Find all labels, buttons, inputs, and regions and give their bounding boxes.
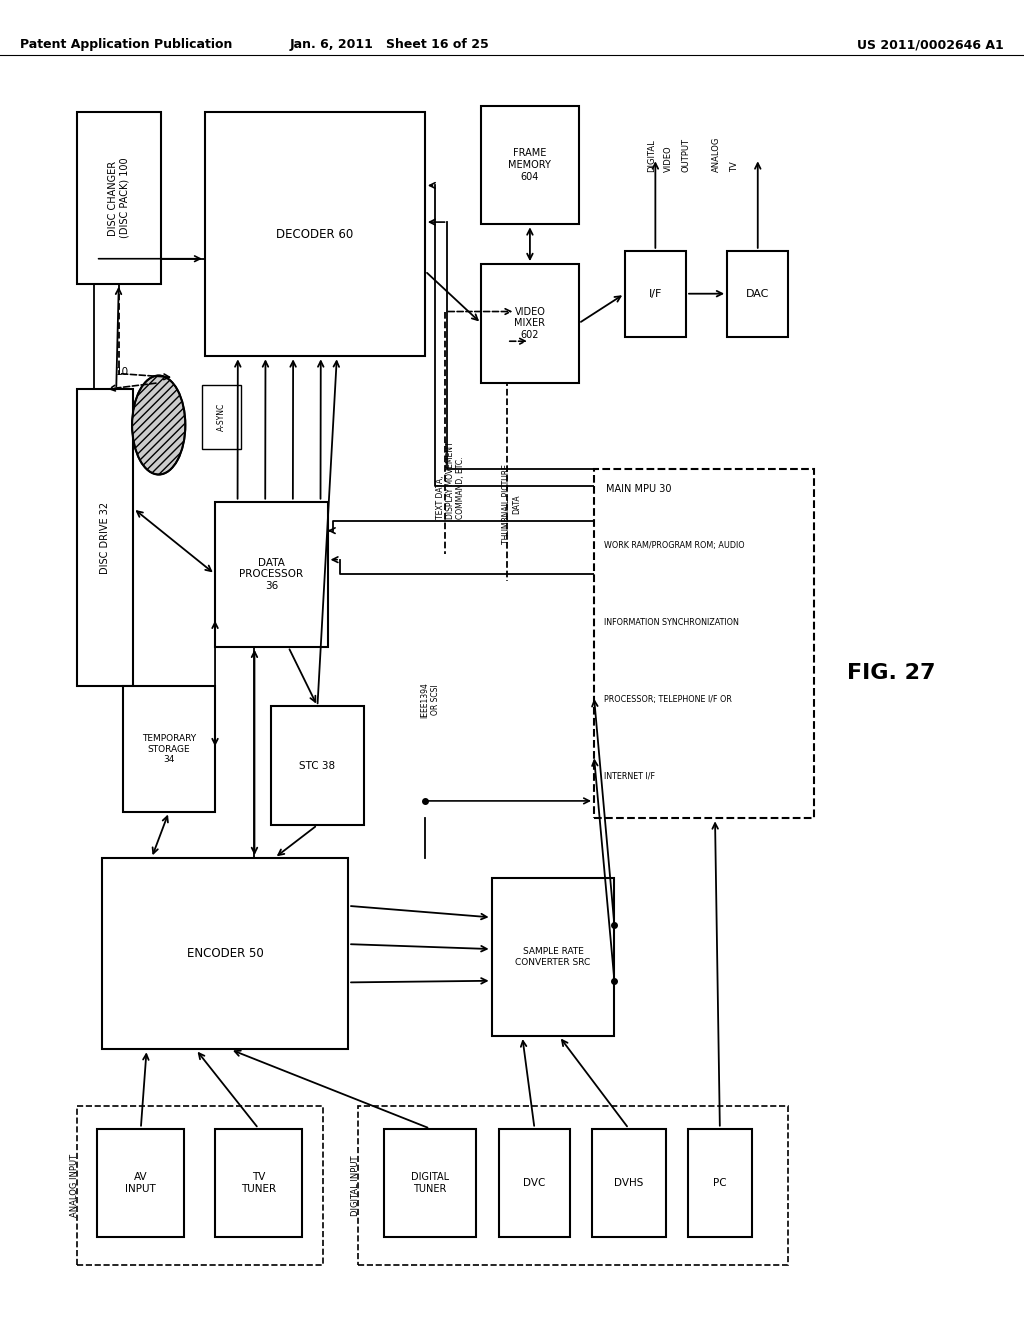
Bar bbox=[384, 1129, 476, 1237]
Text: PROCESSOR; TELEPHONE I/F OR: PROCESSOR; TELEPHONE I/F OR bbox=[604, 694, 732, 704]
Text: TEXT DATA,
DISPLAY MOVEMENT
COMMAND, ETC.: TEXT DATA, DISPLAY MOVEMENT COMMAND, ETC… bbox=[435, 442, 466, 519]
Bar bbox=[688, 1129, 752, 1237]
Text: FRAME
MEMORY
604: FRAME MEMORY 604 bbox=[509, 148, 551, 182]
Text: DVHS: DVHS bbox=[614, 1177, 643, 1188]
Text: WORK RAM/PROGRAM ROM; AUDIO: WORK RAM/PROGRAM ROM; AUDIO bbox=[604, 541, 744, 550]
Text: VIDEO
MIXER
602: VIDEO MIXER 602 bbox=[514, 306, 546, 341]
Bar bbox=[481, 106, 579, 224]
Text: STC 38: STC 38 bbox=[299, 760, 336, 771]
Text: OUTPUT: OUTPUT bbox=[682, 137, 690, 172]
Text: DECODER 60: DECODER 60 bbox=[276, 228, 353, 240]
Bar bbox=[205, 112, 425, 356]
Ellipse shape bbox=[132, 375, 185, 474]
Bar bbox=[97, 1129, 184, 1237]
Text: THUMBNAIL PICTURE
DATA: THUMBNAIL PICTURE DATA bbox=[503, 465, 521, 544]
Bar bbox=[358, 1106, 788, 1265]
Bar bbox=[492, 878, 614, 1036]
Bar bbox=[102, 858, 348, 1049]
Bar bbox=[727, 251, 788, 337]
Text: DISC DRIVE 32: DISC DRIVE 32 bbox=[100, 502, 110, 574]
Bar bbox=[123, 686, 215, 812]
Bar bbox=[594, 469, 814, 818]
Text: IEEE1394
OR SCSI: IEEE1394 OR SCSI bbox=[421, 681, 439, 718]
Bar bbox=[202, 385, 241, 449]
Text: TV
TUNER: TV TUNER bbox=[241, 1172, 276, 1193]
Text: ENCODER 50: ENCODER 50 bbox=[187, 948, 263, 960]
Bar bbox=[77, 389, 133, 686]
Text: US 2011/0002646 A1: US 2011/0002646 A1 bbox=[857, 38, 1004, 51]
Bar bbox=[499, 1129, 570, 1237]
Text: VIDEO: VIDEO bbox=[665, 145, 673, 172]
Text: DIGITAL: DIGITAL bbox=[647, 139, 655, 172]
Text: MAIN MPU 30: MAIN MPU 30 bbox=[606, 484, 672, 495]
Text: ANALOG: ANALOG bbox=[713, 136, 721, 172]
Text: ANALOG INPUT: ANALOG INPUT bbox=[70, 1154, 79, 1217]
Bar bbox=[77, 1106, 323, 1265]
Text: 10: 10 bbox=[116, 367, 129, 378]
Text: DAC: DAC bbox=[746, 289, 769, 298]
Text: SAMPLE RATE
CONVERTER SRC: SAMPLE RATE CONVERTER SRC bbox=[515, 948, 591, 966]
Text: AV
INPUT: AV INPUT bbox=[125, 1172, 157, 1193]
Bar bbox=[592, 1129, 666, 1237]
Text: INFORMATION SYNCHRONIZATION: INFORMATION SYNCHRONIZATION bbox=[604, 618, 739, 627]
Text: DIGITAL INPUT: DIGITAL INPUT bbox=[351, 1155, 360, 1216]
Text: TEMPORARY
STORAGE
34: TEMPORARY STORAGE 34 bbox=[142, 734, 196, 764]
Bar bbox=[215, 1129, 302, 1237]
Bar bbox=[625, 251, 686, 337]
Text: PC: PC bbox=[713, 1177, 727, 1188]
Text: Patent Application Publication: Patent Application Publication bbox=[20, 38, 232, 51]
Text: Jan. 6, 2011   Sheet 16 of 25: Jan. 6, 2011 Sheet 16 of 25 bbox=[289, 38, 489, 51]
Text: FIG. 27: FIG. 27 bbox=[847, 663, 935, 684]
Bar bbox=[271, 706, 364, 825]
Text: A-SYNC: A-SYNC bbox=[217, 403, 225, 432]
Text: TV: TV bbox=[730, 161, 738, 172]
Bar bbox=[215, 502, 328, 647]
Text: DVC: DVC bbox=[523, 1177, 546, 1188]
Text: DATA
PROCESSOR
36: DATA PROCESSOR 36 bbox=[240, 557, 303, 591]
Bar bbox=[77, 112, 161, 284]
Text: I/F: I/F bbox=[648, 289, 663, 298]
Bar bbox=[481, 264, 579, 383]
Text: INTERNET I/F: INTERNET I/F bbox=[604, 772, 655, 781]
Text: DISC CHANGER
(DISC PACK) 100: DISC CHANGER (DISC PACK) 100 bbox=[108, 157, 130, 239]
Text: DIGITAL
TUNER: DIGITAL TUNER bbox=[411, 1172, 450, 1193]
